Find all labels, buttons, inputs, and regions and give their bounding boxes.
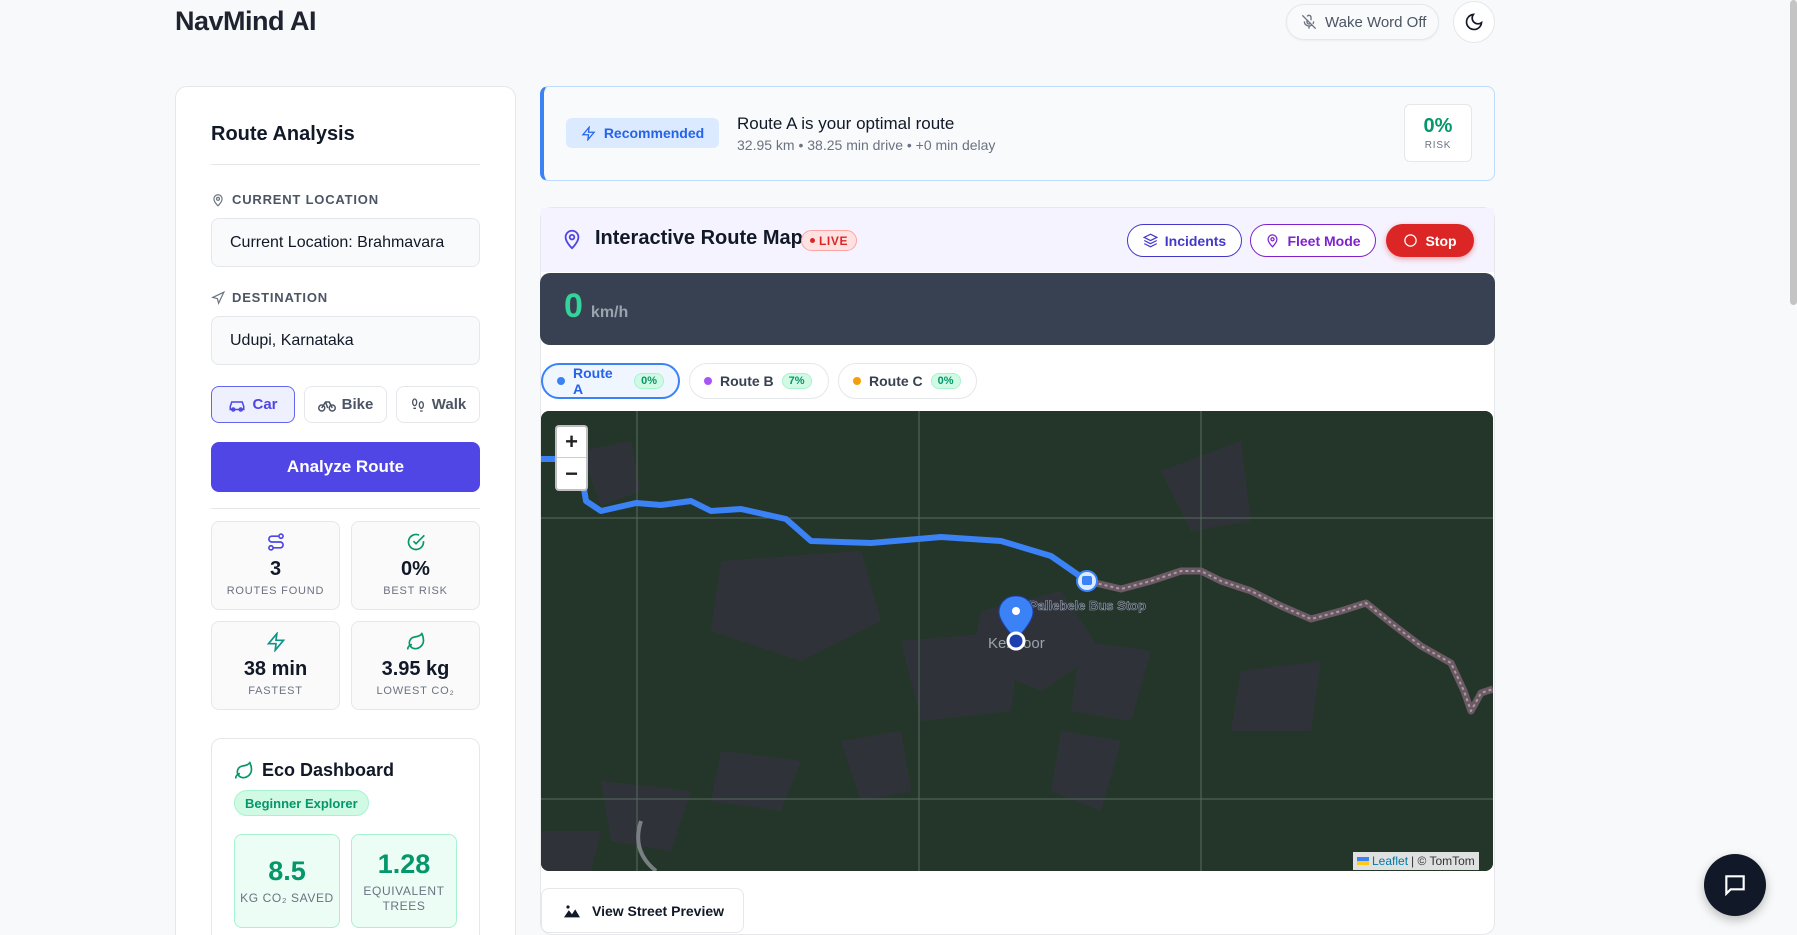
map-pin-icon	[564, 229, 580, 249]
recommendation-title: Route A is your optimal route	[737, 114, 955, 133]
leaf-icon	[406, 632, 424, 650]
stat-routes-found: 3 ROUTES FOUND	[211, 521, 340, 610]
wake-word-label: Wake Word Off	[1325, 13, 1427, 31]
leaflet-link[interactable]: Leaflet	[1372, 854, 1409, 868]
stat-fastest: 38 min FASTEST	[211, 621, 340, 710]
moon-icon	[1465, 13, 1483, 31]
ukraine-flag-icon	[1357, 857, 1369, 865]
map-pin-icon	[213, 193, 223, 207]
leaf-icon	[234, 760, 253, 779]
route-b-dash	[1086, 570, 1493, 712]
zoom-out-button[interactable]: −	[565, 460, 578, 486]
divider	[211, 508, 480, 509]
analyze-route-button[interactable]: Analyze Route	[211, 442, 480, 492]
route-map[interactable]: Pallebele Bus Stop Kennoor	[541, 411, 1493, 871]
route-tab-a[interactable]: Route A 0%	[541, 363, 680, 399]
side-road	[636, 820, 658, 871]
fleet-mode-button[interactable]: Fleet Mode	[1250, 224, 1376, 257]
destination-input[interactable]: Udupi, Karnataka	[211, 316, 480, 365]
mode-bike-button[interactable]: Bike	[304, 386, 387, 423]
image-icon	[564, 904, 580, 917]
bolt-icon	[581, 125, 596, 141]
stat-best-risk: 0% BEST RISK	[351, 521, 480, 610]
recommended-badge: Recommended	[566, 118, 719, 148]
map-attribution: Leaflet | © TomTom	[1353, 852, 1479, 870]
app-logo: NavMind AI	[175, 6, 317, 36]
bus-stop-label: Pallebele Bus Stop	[1029, 598, 1146, 613]
bolt-icon	[266, 632, 285, 652]
zoom-in-button[interactable]: +	[557, 427, 586, 458]
theme-toggle-button[interactable]	[1453, 1, 1495, 43]
navigation-icon	[211, 290, 225, 305]
car-icon	[229, 400, 245, 412]
eco-dashboard-title: Eco Dashboard	[234, 760, 394, 781]
chat-button[interactable]	[1704, 854, 1766, 916]
route-tab-c[interactable]: Route C 0%	[838, 363, 977, 399]
mode-walk-button[interactable]: Walk	[396, 386, 480, 423]
bike-icon	[317, 400, 336, 412]
wake-word-toggle[interactable]: Wake Word Off	[1286, 4, 1439, 40]
live-badge: LIVE	[801, 230, 858, 251]
footprints-icon	[411, 397, 424, 412]
destination-label: DESTINATION	[211, 290, 328, 305]
location-marker-icon[interactable]	[998, 595, 1034, 651]
speed-unit: km/h	[590, 304, 629, 321]
incidents-button[interactable]: Incidents	[1127, 224, 1242, 257]
routes-icon	[267, 533, 284, 551]
current-location-label: CURRENT LOCATION	[211, 192, 379, 207]
scrollbar-thumb[interactable]	[1790, 0, 1797, 305]
eco-level-badge: Beginner Explorer	[234, 790, 369, 816]
chat-icon	[1725, 875, 1745, 897]
stop-circle-icon	[1404, 234, 1418, 247]
eco-co2-saved-card: 8.5 KG CO₂ SAVED	[234, 834, 340, 928]
route-color-dot	[704, 377, 712, 385]
street-preview-button[interactable]: View Street Preview	[541, 888, 744, 933]
route-tab-b[interactable]: Route B 7%	[689, 363, 829, 399]
risk-indicator: 0% RISK	[1404, 104, 1472, 162]
route-a-line[interactable]	[541, 456, 1090, 584]
bus-stop-icon[interactable]	[1076, 570, 1098, 592]
route-color-dot	[557, 377, 565, 385]
map-canvas[interactable]: Pallebele Bus Stop Kennoor	[541, 411, 1493, 871]
live-dot	[810, 238, 815, 243]
check-circle-icon	[407, 533, 425, 551]
route-color-dot	[853, 377, 861, 385]
map-zoom-control: + −	[555, 425, 588, 491]
mic-off-icon	[1301, 14, 1317, 30]
mode-car-button[interactable]: Car	[211, 386, 295, 423]
divider	[211, 164, 480, 165]
speedometer: 0 km/h	[540, 273, 1495, 345]
recommendation-subtitle: 32.95 km • 38.25 min drive • +0 min dela…	[737, 137, 996, 153]
map-title: Interactive Route Map	[561, 227, 803, 250]
map-grid	[541, 411, 1493, 871]
stat-lowest-co2: 3.95 kg LOWEST CO₂	[351, 621, 480, 710]
layers-icon	[1142, 233, 1158, 248]
eco-trees-card: 1.28 EQUIVALENT TREES	[351, 834, 457, 928]
map-pin-icon	[1267, 234, 1278, 248]
panel-title: Route Analysis	[211, 123, 355, 145]
stop-button[interactable]: Stop	[1386, 224, 1474, 257]
speed-value: 0	[564, 287, 583, 325]
map-terrain	[541, 441, 1321, 871]
current-location-input[interactable]: Current Location: Brahmavara	[211, 218, 480, 267]
